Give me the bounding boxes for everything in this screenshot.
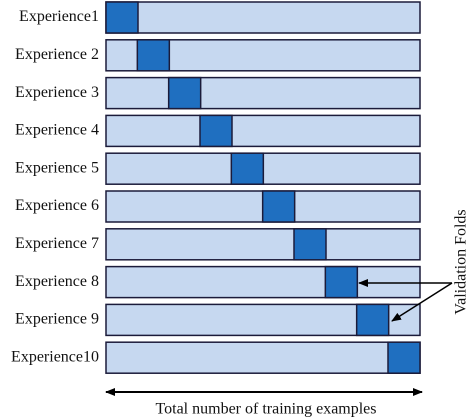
fold-bar <box>105 341 421 374</box>
validation-fold <box>293 228 327 261</box>
validation-fold <box>230 152 265 185</box>
rows: Experience1 Experience 2 Experience 3 Exper… <box>11 1 421 374</box>
fold-bar <box>105 265 421 299</box>
fold-bar <box>105 114 421 148</box>
fold-bar <box>105 1 421 34</box>
row-label: Experience 4 <box>15 122 99 139</box>
validation-fold <box>167 76 202 110</box>
row-label: Experience1 <box>19 8 99 25</box>
validation-fold <box>387 341 421 374</box>
axis-label: Total number of training examples <box>155 401 376 418</box>
row-label: Experience 2 <box>15 46 99 63</box>
validation-fold <box>324 265 359 299</box>
validation-fold <box>105 1 139 34</box>
validation-fold <box>355 303 390 337</box>
row-label: Experience 7 <box>15 235 99 252</box>
annotation: Validation Folds <box>453 209 470 314</box>
row-label: Experience 5 <box>15 159 99 176</box>
validation-fold <box>136 39 171 72</box>
row-label: Experience 3 <box>15 84 99 101</box>
arrow <box>391 282 453 322</box>
row-label: Experience 9 <box>15 311 99 328</box>
fold-bar <box>105 76 421 110</box>
row-label: Experience 6 <box>15 197 99 214</box>
row-label: Experience 8 <box>15 273 99 290</box>
validation-fold <box>199 114 233 148</box>
validation-fold <box>261 190 296 223</box>
row-label: Experience10 <box>11 348 99 365</box>
fold-bar <box>105 228 421 261</box>
